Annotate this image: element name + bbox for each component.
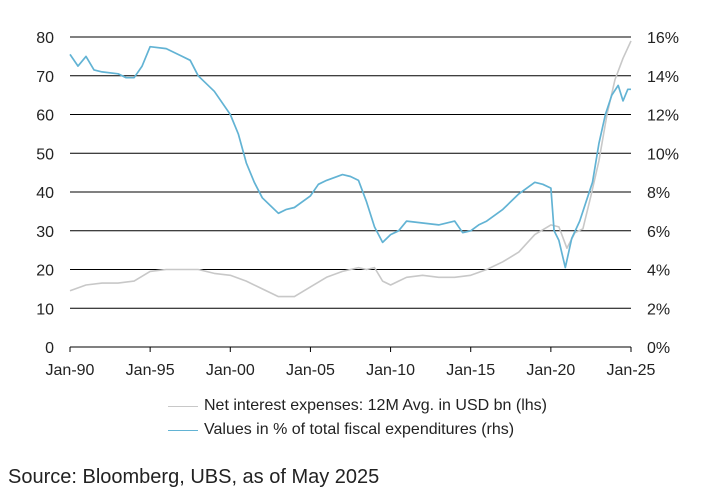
x-axis: Jan-90 Jan-95 Jan-00 Jan-05 Jan-10 Jan-15 Jan-… (46, 347, 656, 379)
x-tick-label: Jan-00 (206, 362, 255, 379)
right-axis: 0% 2% 4% 6% 8% 10% 12% 14% 16% (647, 30, 679, 357)
y-right-tick-label: 12% (647, 108, 679, 125)
y-left-tick-label: 70 (36, 69, 54, 86)
x-tick-label: Jan-10 (366, 362, 415, 379)
y-left-tick-label: 0 (45, 340, 54, 357)
y-right-tick-label: 0% (647, 340, 670, 357)
x-tick-label: Jan-20 (526, 362, 575, 379)
series-lines (69, 40, 632, 298)
legend-item-interest: Net interest expenses: 12M Avg. in USD b… (168, 394, 547, 418)
y-right-tick-label: 4% (647, 263, 670, 280)
legend: Net interest expenses: 12M Avg. in USD b… (168, 394, 547, 442)
y-left-tick-label: 20 (36, 263, 54, 280)
y-right-tick-label: 14% (647, 69, 679, 86)
series-line-share-of-expenditures (69, 45, 631, 269)
y-right-tick-label: 8% (647, 185, 670, 202)
chart: 0 10 20 30 40 50 60 70 80 0% 2% 4% 6% 8% 10% 12% 14% 16%… (36, 30, 679, 379)
legend-swatch-interest (168, 405, 198, 407)
y-right-tick-label: 10% (647, 146, 679, 163)
y-left-tick-label: 40 (36, 185, 54, 202)
x-tick-label: Jan-95 (126, 362, 175, 379)
y-left-tick-label: 10 (36, 301, 54, 318)
y-left-tick-label: 50 (36, 146, 54, 163)
series-line-interest-expenses (69, 40, 632, 298)
y-left-tick-label: 60 (36, 108, 54, 125)
legend-label-interest: Net interest expenses: 12M Avg. in USD b… (204, 397, 547, 414)
x-tick-label: Jan-90 (46, 362, 95, 379)
x-tick-label: Jan-05 (286, 362, 335, 379)
legend-item-share: Values in % of total fiscal expenditures… (168, 418, 547, 442)
legend-label-share: Values in % of total fiscal expenditures… (204, 421, 515, 438)
y-left-tick-label: 30 (36, 224, 54, 241)
legend-swatch-share (168, 429, 198, 431)
y-right-tick-label: 2% (647, 301, 670, 318)
y-right-tick-label: 6% (647, 224, 670, 241)
x-tick-label: Jan-15 (446, 362, 495, 379)
gridlines (70, 36, 631, 348)
source-note: Source: Bloomberg, UBS, as of May 2025 (8, 466, 380, 488)
left-axis: 0 10 20 30 40 50 60 70 80 (36, 30, 54, 357)
y-left-tick-label: 80 (36, 30, 54, 47)
x-tick-label: Jan-25 (607, 362, 656, 379)
y-right-tick-label: 16% (647, 30, 679, 47)
